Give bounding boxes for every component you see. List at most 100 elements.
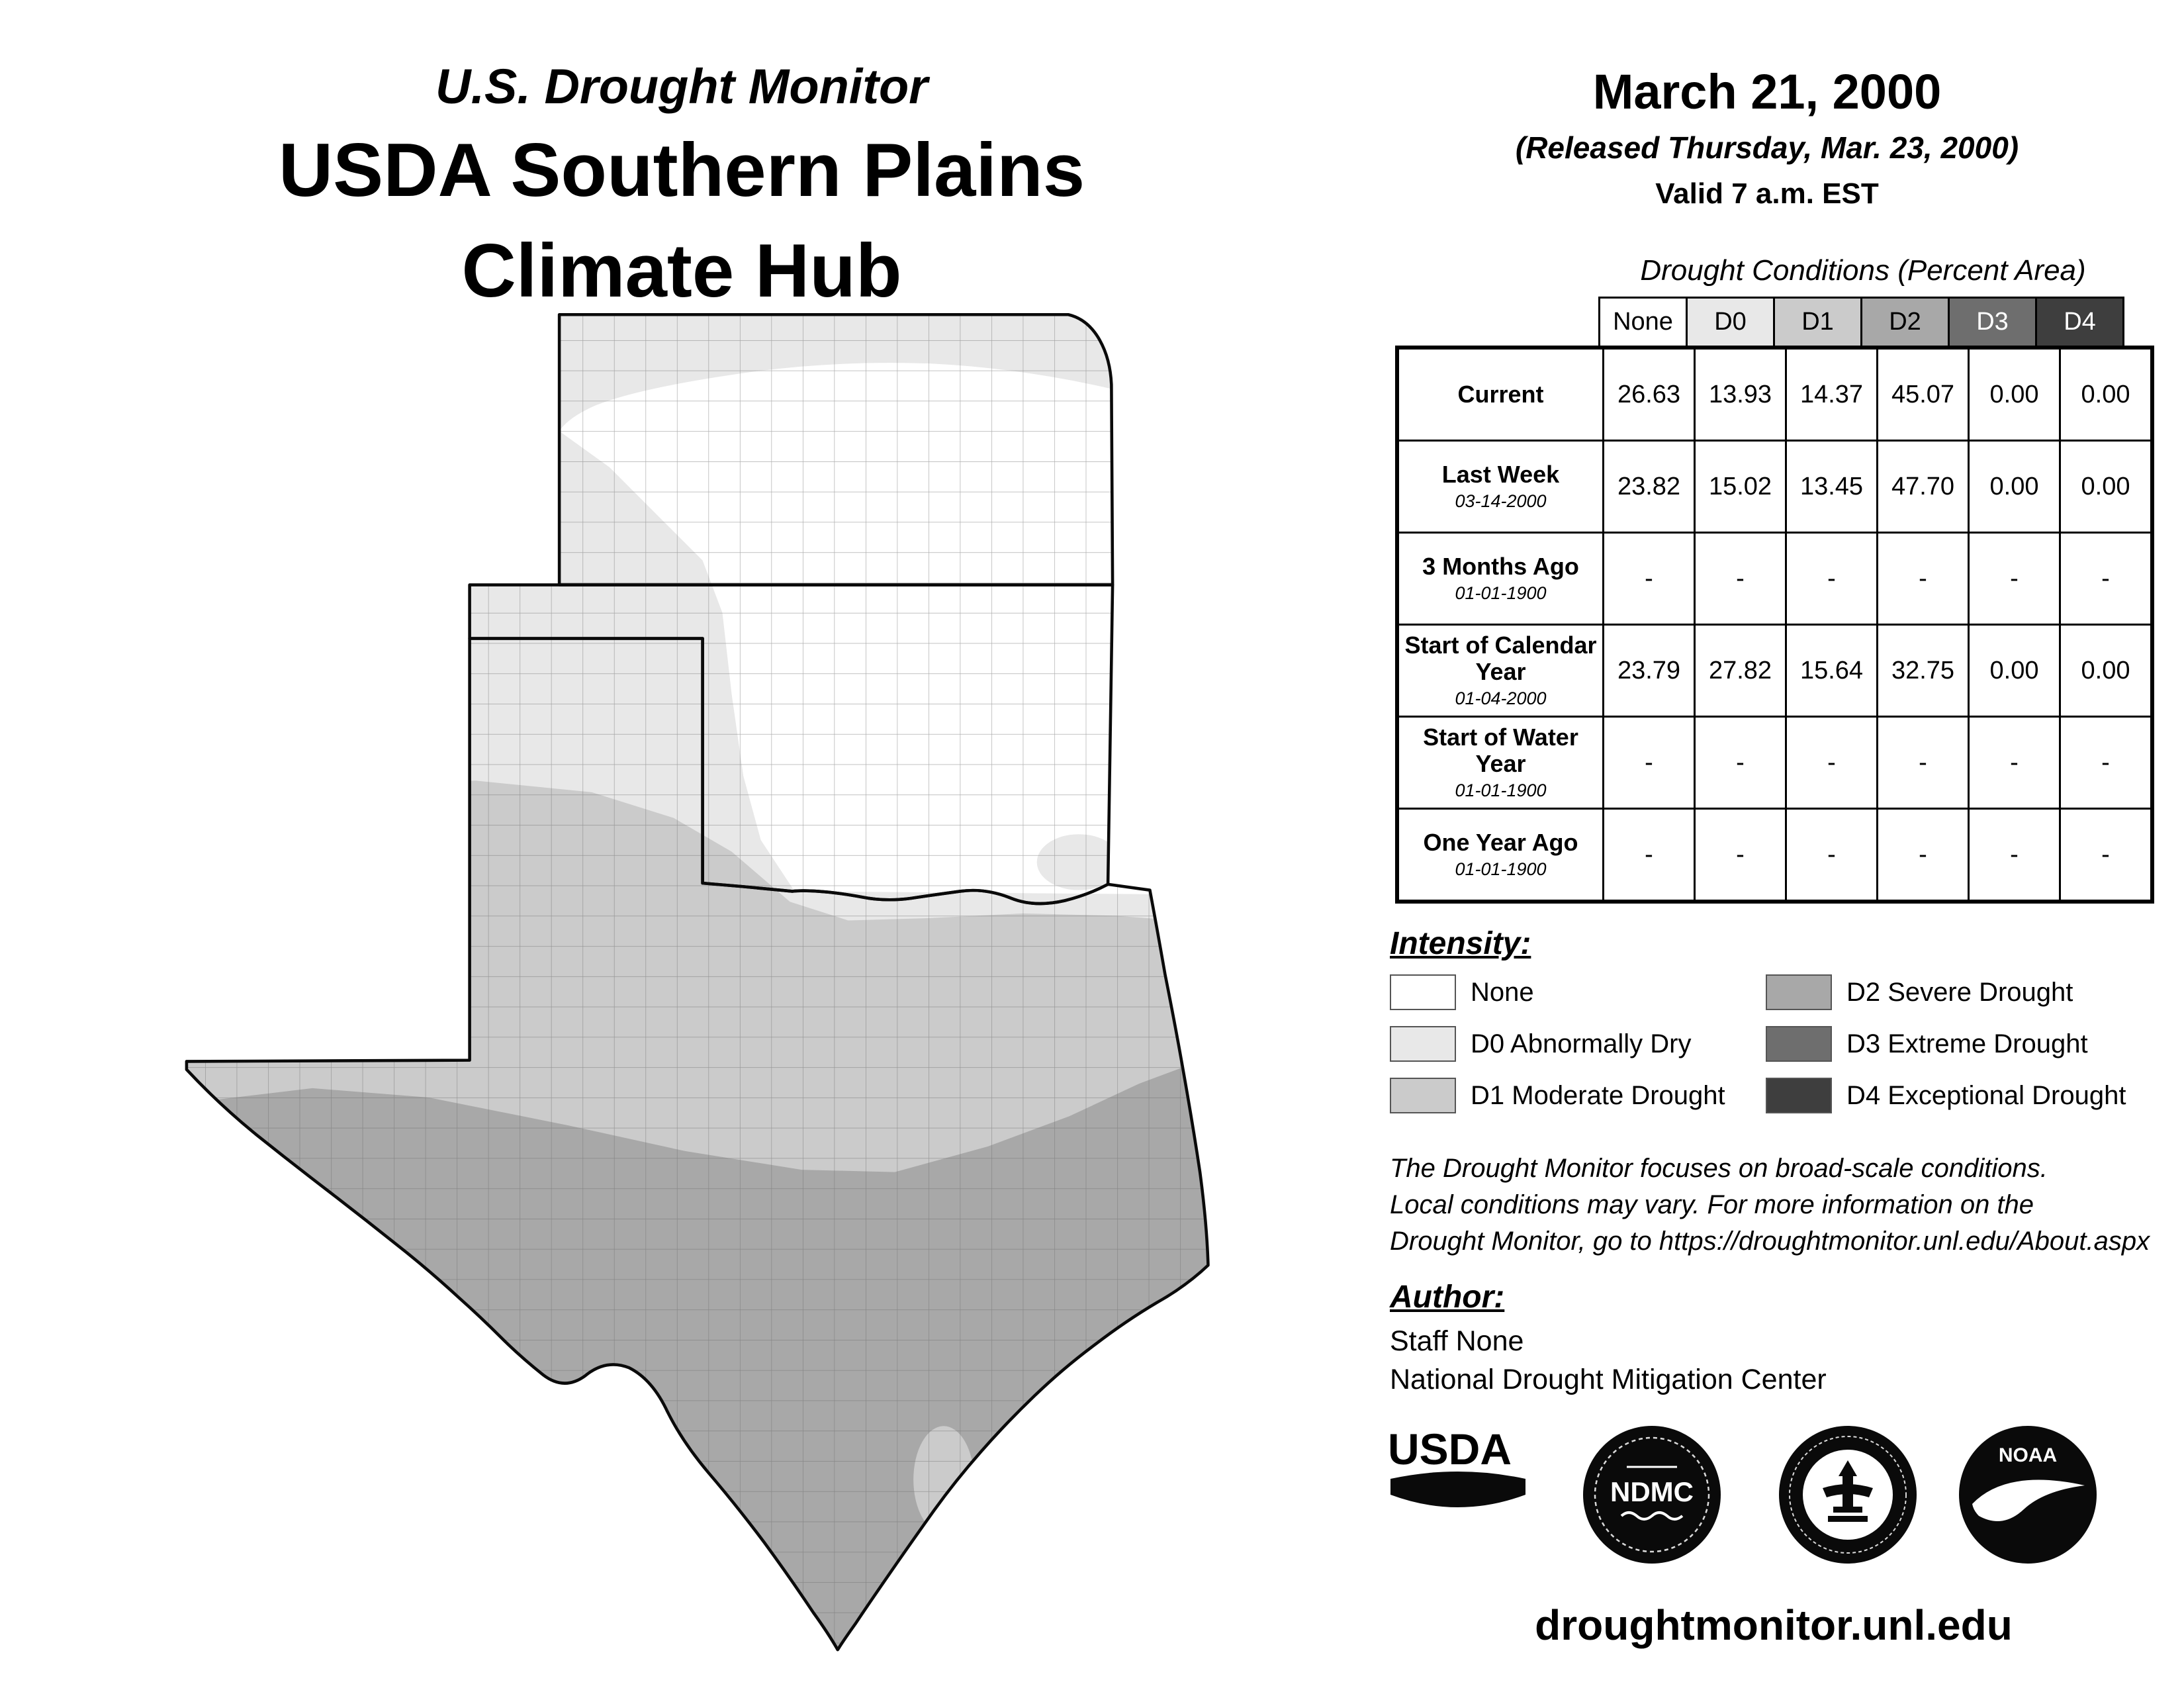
legend-swatch-d1 bbox=[1390, 1078, 1456, 1113]
commerce-seal-logo bbox=[1776, 1423, 1919, 1570]
row-label: Start of Water Year bbox=[1423, 723, 1578, 777]
noaa-logo: NOAA bbox=[1956, 1423, 2099, 1570]
value-cell: - bbox=[1876, 716, 1970, 810]
intensity-heading: Intensity: bbox=[1390, 926, 1531, 961]
table-header-row: None D0 D1 D2 D3 D4 bbox=[1598, 297, 2124, 346]
table-row-current: Current 26.63 13.93 14.37 45.07 0.00 0.0… bbox=[1396, 346, 2154, 442]
value-cell: - bbox=[2059, 716, 2154, 810]
commerce-ring-text-suggestion bbox=[1789, 1436, 1907, 1554]
ndmc-wave-lines bbox=[1620, 1511, 1684, 1521]
row-label: Current bbox=[1457, 381, 1544, 408]
row-label: Last Week bbox=[1441, 460, 1560, 488]
row-sublabel: 01-04-2000 bbox=[1455, 688, 1547, 709]
column-header-none: None bbox=[1598, 297, 1688, 346]
value-cell: 26.63 bbox=[1602, 346, 1696, 442]
legend-label: D0 Abnormally Dry bbox=[1471, 1029, 1692, 1058]
legend-label: D1 Moderate Drought bbox=[1471, 1080, 1725, 1110]
value-cell: 23.82 bbox=[1602, 440, 1696, 534]
author-heading: Author: bbox=[1390, 1280, 1505, 1315]
column-header-d0: D0 bbox=[1686, 297, 1775, 346]
value-cell: - bbox=[1602, 808, 1696, 903]
row-sublabel: 03-14-2000 bbox=[1455, 491, 1547, 512]
row-label: Start of Calendar Year bbox=[1404, 631, 1597, 685]
noaa-logo-text: NOAA bbox=[1999, 1444, 2057, 1466]
value-cell: 0.00 bbox=[2059, 624, 2154, 718]
county-grid-lines bbox=[186, 314, 1208, 1650]
legend-item-d1: D1 Moderate Drought bbox=[1390, 1078, 1725, 1113]
legend-label: D4 Exceptional Drought bbox=[1846, 1080, 2126, 1110]
release-date-note: (Released Thursday, Mar. 23, 2000) bbox=[1515, 130, 2019, 165]
table-row-last-week: Last Week 03-14-2000 23.82 15.02 13.45 47… bbox=[1396, 440, 2154, 534]
value-cell: 0.00 bbox=[1968, 440, 2061, 534]
valid-time: Valid 7 a.m. EST bbox=[1655, 177, 1879, 210]
value-cell: - bbox=[1694, 532, 1787, 626]
table-row-3-months-ago: 3 Months Ago 01-01-1900 - - - - - - bbox=[1396, 532, 2154, 626]
value-cell: - bbox=[1876, 532, 1970, 626]
column-header-d2: D2 bbox=[1860, 297, 1950, 346]
noaa-logo-svg: NOAA bbox=[1959, 1426, 2097, 1564]
commerce-seal-svg bbox=[1779, 1426, 1917, 1564]
legend-swatch-d3 bbox=[1766, 1026, 1832, 1062]
report-supertitle: U.S. Drought Monitor bbox=[435, 59, 928, 114]
value-cell: 0.00 bbox=[1968, 624, 2061, 718]
value-cell: 13.45 bbox=[1785, 440, 1878, 534]
ndmc-logo-svg: NDMC bbox=[1583, 1426, 1721, 1564]
legend-label: None bbox=[1471, 977, 1534, 1007]
usda-logo-svg: USDA bbox=[1388, 1425, 1525, 1507]
value-cell: 0.00 bbox=[1968, 346, 2061, 442]
commerce-emblem bbox=[1823, 1460, 1873, 1522]
legend-label: D3 Extreme Drought bbox=[1846, 1029, 2088, 1058]
value-cell: 0.00 bbox=[2059, 346, 2154, 442]
author-name: Staff None bbox=[1390, 1325, 1524, 1357]
value-cell: - bbox=[2059, 532, 2154, 626]
row-sublabel: 01-01-1900 bbox=[1455, 859, 1547, 880]
value-cell: 0.00 bbox=[2059, 440, 2154, 534]
row-label: One Year Ago bbox=[1423, 828, 1578, 856]
row-sublabel: 01-01-1900 bbox=[1455, 583, 1547, 604]
legend-item-none: None bbox=[1390, 974, 1534, 1010]
column-header-d1: D1 bbox=[1773, 297, 1862, 346]
table-row-one-year-ago: One Year Ago 01-01-1900 - - - - - - bbox=[1396, 808, 2154, 903]
southern-plains-map-svg bbox=[79, 310, 1244, 1662]
row-sublabel: 01-01-1900 bbox=[1455, 780, 1547, 801]
usda-logo-text: USDA bbox=[1388, 1425, 1512, 1474]
value-cell: 47.70 bbox=[1876, 440, 1970, 534]
value-cell: - bbox=[1694, 808, 1787, 903]
value-cell: - bbox=[1968, 532, 2061, 626]
ndmc-ring-text-suggestion bbox=[1594, 1436, 1710, 1553]
legend-label: D2 Severe Drought bbox=[1846, 977, 2073, 1007]
ndmc-logo-text: NDMC bbox=[1610, 1476, 1694, 1507]
value-cell: - bbox=[1602, 532, 1696, 626]
value-cell: 27.82 bbox=[1694, 624, 1787, 718]
column-header-d4: D4 bbox=[2035, 297, 2124, 346]
value-cell: - bbox=[1876, 808, 1970, 903]
footer-url: droughtmonitor.unl.edu bbox=[1535, 1601, 2013, 1649]
value-cell: - bbox=[1968, 716, 2061, 810]
legend-item-d2: D2 Severe Drought bbox=[1766, 974, 2073, 1010]
usda-logo: USDA bbox=[1387, 1423, 1529, 1532]
value-cell: - bbox=[1694, 716, 1787, 810]
column-header-d3: D3 bbox=[1948, 297, 2037, 346]
disclaimer-text: The Drought Monitor focuses on broad-sca… bbox=[1390, 1154, 2150, 1256]
report-date: March 21, 2000 bbox=[1592, 64, 1942, 119]
legend-item-d3: D3 Extreme Drought bbox=[1766, 1026, 2088, 1062]
usda-swoosh-shape bbox=[1390, 1472, 1525, 1507]
legend-item-d4: D4 Exceptional Drought bbox=[1766, 1078, 2126, 1113]
ndmc-circle bbox=[1583, 1426, 1721, 1564]
value-cell: - bbox=[1968, 808, 2061, 903]
value-cell: - bbox=[2059, 808, 2154, 903]
value-cell: - bbox=[1602, 716, 1696, 810]
value-cell: 15.64 bbox=[1785, 624, 1878, 718]
value-cell: 23.79 bbox=[1602, 624, 1696, 718]
legend-swatch-d2 bbox=[1766, 974, 1832, 1010]
author-organization: National Drought Mitigation Center bbox=[1390, 1364, 1827, 1395]
legend-swatch-d0 bbox=[1390, 1026, 1456, 1062]
report-title-line2: Climate Hub bbox=[461, 229, 902, 313]
value-cell: 32.75 bbox=[1876, 624, 1970, 718]
row-label: 3 Months Ago bbox=[1422, 552, 1579, 580]
value-cell: 15.02 bbox=[1694, 440, 1787, 534]
table-title: Drought Conditions (Percent Area) bbox=[1640, 254, 2086, 287]
value-cell: - bbox=[1785, 532, 1878, 626]
value-cell: 13.93 bbox=[1694, 346, 1787, 442]
